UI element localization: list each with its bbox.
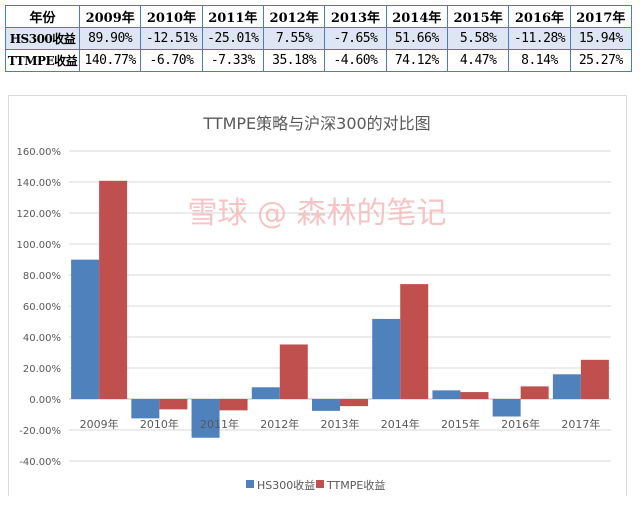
table-header-row: 年份 2009年 2010年 2011年 2012年 2013年 2014年 2015年 201…	[5, 5, 633, 28]
y-tick-label: 0.00%	[29, 395, 61, 406]
value-cell: 25.27%	[569, 49, 633, 72]
bar-hs300	[131, 399, 160, 419]
bar-chart: TTMPE策略与沪深300的对比图 160.00% 140.00% 120.00% 10…	[17, 114, 611, 492]
x-tick-label: 2017年	[561, 417, 600, 431]
row-label: HS300收益	[5, 27, 80, 50]
header-cell: 2011年	[201, 5, 264, 28]
y-tick-label: 120.00%	[17, 209, 62, 220]
bar-hs300	[191, 399, 220, 438]
value-cell: -25.01%	[201, 27, 264, 50]
bar-hs300	[492, 399, 521, 417]
bar-hs300	[312, 399, 340, 411]
row-label: TTMPE收益	[5, 49, 80, 72]
header-cell: 2016年	[508, 5, 571, 28]
bar-hs300	[251, 387, 280, 399]
y-tick-label: 160.00%	[17, 147, 62, 158]
chart-area: TTMPE策略与沪深300的对比图 160.00% 140.00% 120.00% 10…	[8, 95, 627, 496]
x-tick-label: 2015年	[441, 417, 480, 431]
header-cell: 2015年	[446, 5, 510, 28]
table-row: TTMPE收益 140.77% -6.70% -7.33% 35.18% -4.60% 74…	[5, 49, 633, 72]
value-cell: 7.55%	[262, 27, 326, 50]
x-tick-label: 2013年	[321, 417, 360, 431]
y-tick-label: 60.00%	[23, 302, 61, 313]
value-cell: -4.60%	[324, 49, 387, 72]
bar-hs300	[71, 259, 100, 399]
bar-ttmpe	[580, 359, 609, 399]
bar-ttmpe	[520, 386, 549, 399]
value-cell: 15.94%	[569, 27, 633, 50]
x-tick-label: 2009年	[80, 417, 119, 431]
legend-label: TTMPE收益	[326, 478, 385, 492]
value-cell: -12.51%	[140, 27, 203, 50]
legend-swatch	[316, 480, 324, 488]
bar-ttmpe	[99, 180, 128, 399]
header-cell: 2014年	[385, 5, 448, 28]
value-cell: 51.66%	[385, 27, 448, 50]
header-cell: 2009年	[78, 5, 142, 28]
table-row: HS300收益 89.90% -12.51% -25.01% 7.55% -7.65% 51…	[5, 27, 633, 50]
x-tick-label: 2014年	[381, 417, 420, 431]
value-cell: 5.58%	[446, 27, 510, 50]
bar-ttmpe	[219, 399, 248, 411]
y-tick-label: 140.00%	[17, 178, 62, 189]
y-tick-label: -20.00%	[19, 426, 61, 437]
y-tick-label: -40.00%	[19, 457, 61, 468]
bar-ttmpe	[460, 392, 489, 399]
value-cell: 35.18%	[262, 49, 326, 72]
value-cell: -7.65%	[324, 27, 387, 50]
bar-hs300	[432, 390, 461, 399]
bar-hs300	[372, 318, 401, 399]
header-cell: 2012年	[262, 5, 326, 28]
header-cell: 2013年	[324, 5, 387, 28]
value-cell: 4.47%	[446, 49, 510, 72]
header-cell: 年份	[5, 5, 80, 28]
x-tick-label: 2010年	[140, 417, 179, 431]
value-cell: 74.12%	[385, 49, 448, 72]
value-cell: -11.28%	[508, 27, 571, 50]
x-tick-label: 2016年	[501, 417, 540, 431]
bar-ttmpe	[400, 284, 429, 399]
y-tick-label: 100.00%	[17, 240, 62, 251]
y-tick-label: 80.00%	[23, 271, 61, 282]
header-cell: 2017年	[569, 5, 633, 28]
header-cell: 2010年	[140, 5, 203, 28]
value-cell: 8.14%	[508, 49, 571, 72]
value-cell: 89.90%	[78, 27, 142, 50]
chart-title: TTMPE策略与沪深300的对比图	[202, 114, 430, 133]
value-cell: -6.70%	[140, 49, 203, 72]
x-tick-label: 2012年	[260, 417, 299, 431]
legend-label: HS300收益	[257, 478, 315, 492]
x-tick-label: 2011年	[200, 417, 239, 431]
bar-ttmpe	[340, 399, 368, 407]
watermark: 雪球 @ 森林的笔记	[187, 196, 446, 231]
value-cell: 140.77%	[78, 49, 142, 72]
returns-table: 年份 2009年 2010年 2011年 2012年 2013年 2014年 2015年 201…	[5, 5, 633, 72]
bar-hs300	[552, 374, 581, 399]
y-tick-label: 40.00%	[23, 333, 61, 344]
value-cell: -7.33%	[201, 49, 264, 72]
bar-ttmpe	[159, 399, 188, 410]
bar-ttmpe	[279, 344, 308, 399]
y-tick-label: 20.00%	[23, 364, 61, 375]
legend-swatch	[246, 480, 254, 488]
